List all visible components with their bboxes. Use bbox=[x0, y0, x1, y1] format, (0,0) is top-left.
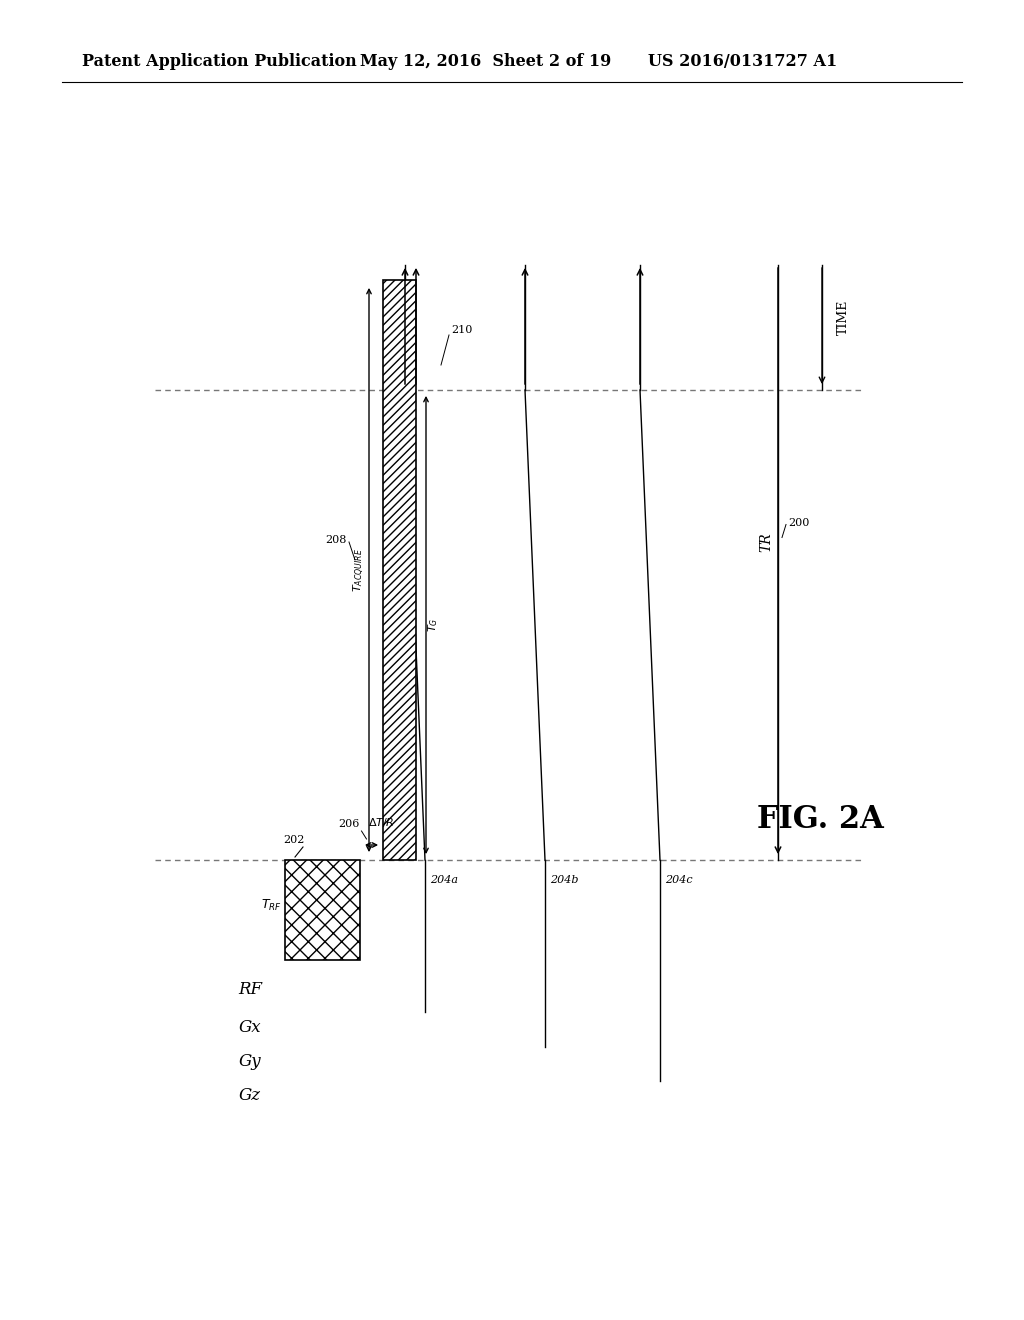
Text: Gy: Gy bbox=[239, 1053, 261, 1071]
Text: 204c: 204c bbox=[665, 875, 692, 884]
Text: RF: RF bbox=[238, 982, 262, 998]
Text: FIG. 2A: FIG. 2A bbox=[757, 804, 884, 836]
Text: $T_G$: $T_G$ bbox=[426, 618, 440, 632]
Text: Patent Application Publication: Patent Application Publication bbox=[82, 54, 356, 70]
Text: 204a: 204a bbox=[430, 875, 458, 884]
Bar bbox=[383, 280, 416, 861]
Text: 200: 200 bbox=[788, 517, 809, 528]
Text: $\Delta T/R$: $\Delta T/R$ bbox=[369, 816, 395, 829]
Text: $T_{RF}$: $T_{RF}$ bbox=[261, 898, 282, 912]
Text: 206: 206 bbox=[338, 818, 359, 829]
Text: TIME: TIME bbox=[837, 300, 850, 335]
Text: 204b: 204b bbox=[550, 875, 579, 884]
Text: US 2016/0131727 A1: US 2016/0131727 A1 bbox=[648, 54, 838, 70]
Text: May 12, 2016  Sheet 2 of 19: May 12, 2016 Sheet 2 of 19 bbox=[360, 54, 611, 70]
Text: 202: 202 bbox=[283, 836, 304, 845]
Text: Gx: Gx bbox=[239, 1019, 261, 1035]
Text: Gz: Gz bbox=[239, 1088, 261, 1105]
Bar bbox=[285, 861, 360, 960]
Text: 208: 208 bbox=[326, 535, 347, 545]
Text: TR: TR bbox=[759, 533, 773, 552]
Text: $T_{ACQUIRE}$: $T_{ACQUIRE}$ bbox=[351, 548, 367, 591]
Text: 210: 210 bbox=[451, 325, 472, 335]
